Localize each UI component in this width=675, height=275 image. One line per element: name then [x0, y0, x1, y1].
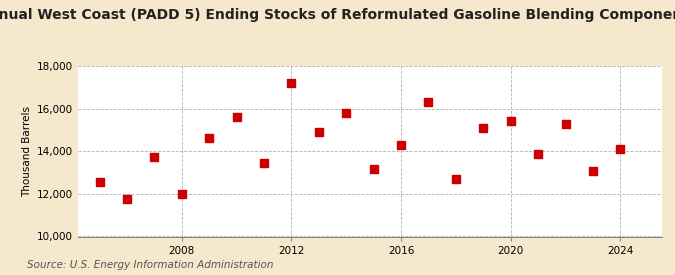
Point [259, 161, 269, 165]
Point [587, 169, 598, 174]
Point [94, 180, 105, 184]
Point [615, 147, 626, 151]
Point [478, 126, 489, 130]
Point [313, 130, 324, 134]
Point [423, 100, 434, 104]
Point [204, 136, 215, 141]
Point [450, 177, 461, 181]
Point [396, 143, 406, 147]
Point [560, 121, 571, 126]
Y-axis label: Thousand Barrels: Thousand Barrels [22, 106, 32, 197]
Point [149, 154, 160, 159]
Point [369, 167, 379, 172]
Text: Annual West Coast (PADD 5) Ending Stocks of Reformulated Gasoline Blending Compo: Annual West Coast (PADD 5) Ending Stocks… [0, 8, 675, 22]
Text: Source: U.S. Energy Information Administration: Source: U.S. Energy Information Administ… [27, 260, 273, 270]
Point [506, 119, 516, 123]
Point [176, 192, 187, 196]
Point [232, 115, 242, 119]
Point [533, 152, 543, 157]
Point [122, 197, 132, 201]
Point [286, 81, 297, 85]
Point [341, 111, 352, 115]
